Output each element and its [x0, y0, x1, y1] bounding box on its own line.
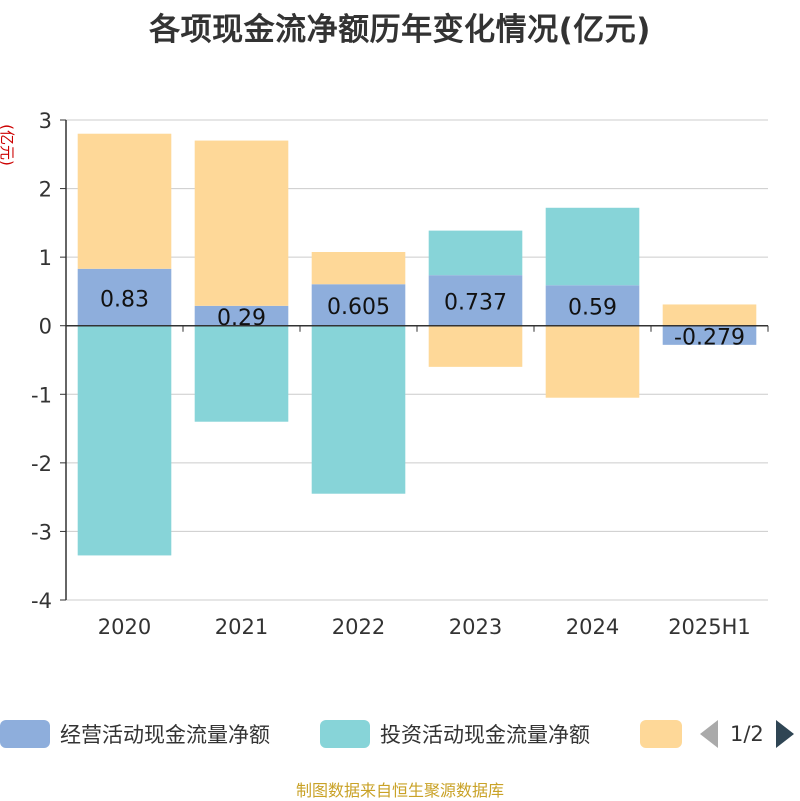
- bar-series-0-2020[interactable]: [77, 268, 172, 326]
- y-tick-label: -2: [31, 452, 52, 476]
- data-label: 0.605: [327, 295, 390, 320]
- y-tick-label: -1: [31, 383, 52, 407]
- data-label: -0.279: [674, 325, 745, 350]
- triangle-right-icon[interactable]: [775, 720, 794, 748]
- legend-label-operating: 经营活动现金流量净额: [60, 723, 270, 747]
- legend-label-investing: 投资活动现金流量净额: [380, 723, 590, 747]
- bar-series-1-2020[interactable]: [77, 325, 172, 556]
- y-tick-label: 1: [39, 246, 52, 270]
- triangle-left-icon[interactable]: [700, 720, 718, 748]
- x-tick-label: 2022: [332, 615, 385, 639]
- bar-series-0-2023[interactable]: [428, 275, 523, 326]
- data-label: 0.83: [100, 287, 149, 312]
- bar-series-0-2025H1[interactable]: [662, 325, 757, 345]
- bar-series-2-2024[interactable]: [545, 325, 640, 398]
- data-label: 0.737: [444, 290, 507, 315]
- y-tick-label: 3: [39, 109, 52, 133]
- chart-title: 各项现金流净额历年变化情况(亿元): [149, 12, 651, 48]
- y-tick-label: 0: [39, 315, 52, 339]
- bar-series-2-2022[interactable]: [311, 252, 406, 285]
- bar-series-0-2022[interactable]: [311, 284, 406, 326]
- bar-series-1-2022[interactable]: [311, 325, 406, 494]
- legend-swatch-operating: [0, 720, 50, 748]
- x-tick-label: 2025H1: [668, 615, 751, 639]
- legend-pager: 1/2: [700, 716, 794, 752]
- bar-series-0-2024[interactable]: [545, 285, 640, 326]
- y-tick-label: -4: [31, 589, 52, 613]
- data-label: 0.59: [568, 295, 617, 320]
- y-tick-label: -3: [31, 520, 52, 544]
- legend-item-operating[interactable]: 经营活动现金流量净额: [0, 716, 270, 752]
- x-tick-label: 2020: [98, 615, 151, 639]
- axes: -4 -3 -2 -1 0 1 2 3 2020 2021 2022 2023 2024 2025H1: [31, 109, 769, 639]
- x-tick-label: 2023: [449, 615, 502, 639]
- x-tick-label: 2024: [566, 615, 619, 639]
- bar-series-2-2025H1[interactable]: [662, 304, 757, 326]
- bar-series-2-2023[interactable]: [428, 325, 523, 367]
- bar-series-1-2024[interactable]: [545, 207, 640, 286]
- bar-series-0-2021[interactable]: [194, 305, 289, 326]
- legend-item-financing[interactable]: [640, 716, 682, 752]
- bar-series-1-2023[interactable]: [428, 230, 523, 276]
- bars: [77, 133, 757, 556]
- legend-swatch-financing: [640, 720, 682, 748]
- grid-lines: [66, 119, 768, 601]
- y-tick-label: 2: [39, 178, 52, 202]
- source-note: 制图数据来自恒生聚源数据库: [295, 781, 504, 800]
- bar-series-2-2020[interactable]: [77, 133, 172, 269]
- data-labels: 0.83 0.29 0.605 0.737 0.59 -0.279: [100, 287, 745, 350]
- legend: 经营活动现金流量净额 投资活动现金流量净额 1/2: [0, 716, 800, 752]
- x-tick-label: 2021: [215, 615, 268, 639]
- y-axis-label: (亿元): [0, 124, 16, 166]
- legend-swatch-investing: [320, 720, 370, 748]
- bar-series-2-2021[interactable]: [194, 140, 289, 306]
- legend-item-investing[interactable]: 投资活动现金流量净额: [320, 716, 590, 752]
- data-label: 0.29: [217, 306, 266, 331]
- legend-page-indicator: 1/2: [730, 722, 764, 746]
- bar-series-1-2021[interactable]: [194, 325, 289, 422]
